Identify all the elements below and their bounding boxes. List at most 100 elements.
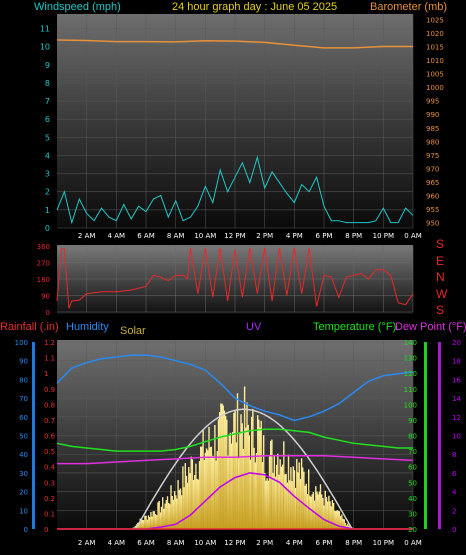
solar-bar (309, 495, 311, 529)
wind-x-axis: 2 AM 4 AM 6 AM 8 AM 10 AM 12 PM 2 PM 4 PM 6 PM 8 … (78, 232, 422, 240)
solar-bar (278, 474, 280, 529)
solar-bar (189, 473, 191, 529)
windspeed-label: Windspeed (mph) (34, 1, 121, 13)
solar-bar (245, 427, 247, 529)
solar-bar (313, 500, 316, 529)
rainfall-tick-label: 0.8 (44, 401, 55, 409)
solar-bar (234, 410, 236, 529)
solar-bar (270, 440, 272, 529)
direction-tick-label: 270 (37, 260, 50, 268)
solar-bar (332, 503, 335, 529)
windspeed-tick-label: 3 (45, 170, 50, 179)
solar-bar (171, 496, 173, 529)
uv-tick-label: 10 (452, 433, 461, 441)
windspeed-line (56, 155, 414, 225)
solar-bar (273, 455, 275, 529)
direction-panel-grid (57, 245, 414, 313)
barometer-tick-label: 950 (426, 220, 439, 228)
wind-x-tick-label: 8 PM (345, 232, 362, 240)
barometer-tick-label: 985 (426, 125, 439, 133)
direction-tick-label: 90 (41, 293, 50, 301)
solar-bar (200, 446, 202, 529)
uv-tick-label: 20 (452, 339, 461, 347)
solar-bar (201, 446, 203, 529)
solar-bar (158, 500, 160, 529)
solar-bar (164, 503, 166, 529)
solar-bar (221, 403, 223, 529)
humidity-tick-label: 30 (19, 470, 28, 478)
barometer-axis: 950 955 960 965 970 975 980 985 990 995 1000 1005 10… (426, 16, 444, 227)
solar-bar (146, 519, 148, 529)
solar-bar (214, 425, 216, 529)
solar-bar (268, 455, 271, 529)
wind-x-tick-label: 10 PM (373, 232, 394, 240)
solar-bar (188, 467, 190, 529)
solar-bar (235, 442, 237, 529)
solar-bar (223, 410, 226, 529)
solar-bar (259, 427, 261, 529)
solar-bar (262, 435, 265, 529)
direction-axis: 0 90 180 270 360 (37, 243, 50, 317)
rainfall-tick-label: 0.7 (44, 417, 55, 425)
solar-bar (283, 441, 285, 529)
wind-x-tick-label: 4 PM (286, 232, 303, 240)
solar-bar (321, 494, 323, 529)
solar-bar (338, 511, 341, 529)
solar-bar (179, 488, 182, 529)
solar-bar (238, 458, 240, 529)
rainfall-tick-label: 0 (44, 526, 48, 534)
solar-bar (196, 478, 198, 529)
clear-sky-curve (134, 408, 353, 530)
rainfall-tick-label: 0.3 (44, 479, 55, 487)
solar-bar (247, 424, 249, 529)
solar-bar (334, 510, 336, 529)
solar-bar (337, 510, 339, 529)
lower-x-tick-label: 0 AM (404, 539, 422, 547)
windspeed-tick-label: 7 (45, 97, 50, 106)
barometer-tick-label: 995 (426, 98, 439, 106)
solar-bar (275, 464, 278, 529)
humidity-tick-label: 10 (19, 507, 28, 515)
humidity-tick-label: 50 (19, 433, 28, 441)
solar-bar (312, 492, 315, 529)
uv-tick-label: 4 (452, 489, 457, 497)
solar-bar (153, 511, 156, 529)
solar-bar (184, 463, 186, 529)
temperature-tick-label: 110 (404, 386, 417, 394)
solar-bar (271, 439, 273, 529)
solar-bar (222, 405, 224, 529)
uv-tick-label: 0 (452, 526, 456, 534)
barometer-tick-label: 1005 (426, 71, 444, 79)
solar-bar (302, 467, 304, 529)
solar-bar (177, 480, 179, 529)
solar-bar (341, 514, 343, 529)
solar-bar (205, 448, 208, 529)
solar-bar (248, 435, 250, 529)
solar-bar (274, 476, 277, 529)
wind-x-tick-label: 0 AM (404, 232, 422, 240)
lower-x-tick-label: 4 PM (286, 539, 303, 547)
solar-bar (293, 470, 296, 529)
humidity-tick-label: 40 (19, 451, 28, 459)
solar-bar (280, 466, 283, 529)
solar-bar (289, 480, 291, 529)
rainfall-axis: 0 0.1 0.2 0.3 0.4 0.5 0.6 0.7 0.8 0.9 1 1.1 1.2 (44, 339, 56, 534)
solar-bar (261, 462, 264, 529)
solar-bar (207, 450, 209, 529)
solar-bar (299, 478, 302, 529)
solar-bar (165, 500, 167, 529)
solar-bar (240, 414, 242, 529)
solar-bar (159, 512, 161, 529)
solar-bar (176, 498, 178, 529)
rainfall-tick-label: 0.6 (44, 433, 56, 441)
wind-x-tick-label: 2 AM (78, 232, 96, 240)
solar-bar (325, 497, 328, 529)
solar-bar (219, 412, 221, 529)
solar-bar (157, 502, 159, 529)
direction-letter-north: N (436, 270, 445, 284)
temperature-tick-label: 20 (408, 526, 417, 534)
solar-bar (154, 514, 157, 529)
solar-bar (253, 447, 255, 529)
temperature-tick-label: 100 (404, 401, 417, 409)
wind-x-tick-label: 8 AM (167, 232, 185, 240)
